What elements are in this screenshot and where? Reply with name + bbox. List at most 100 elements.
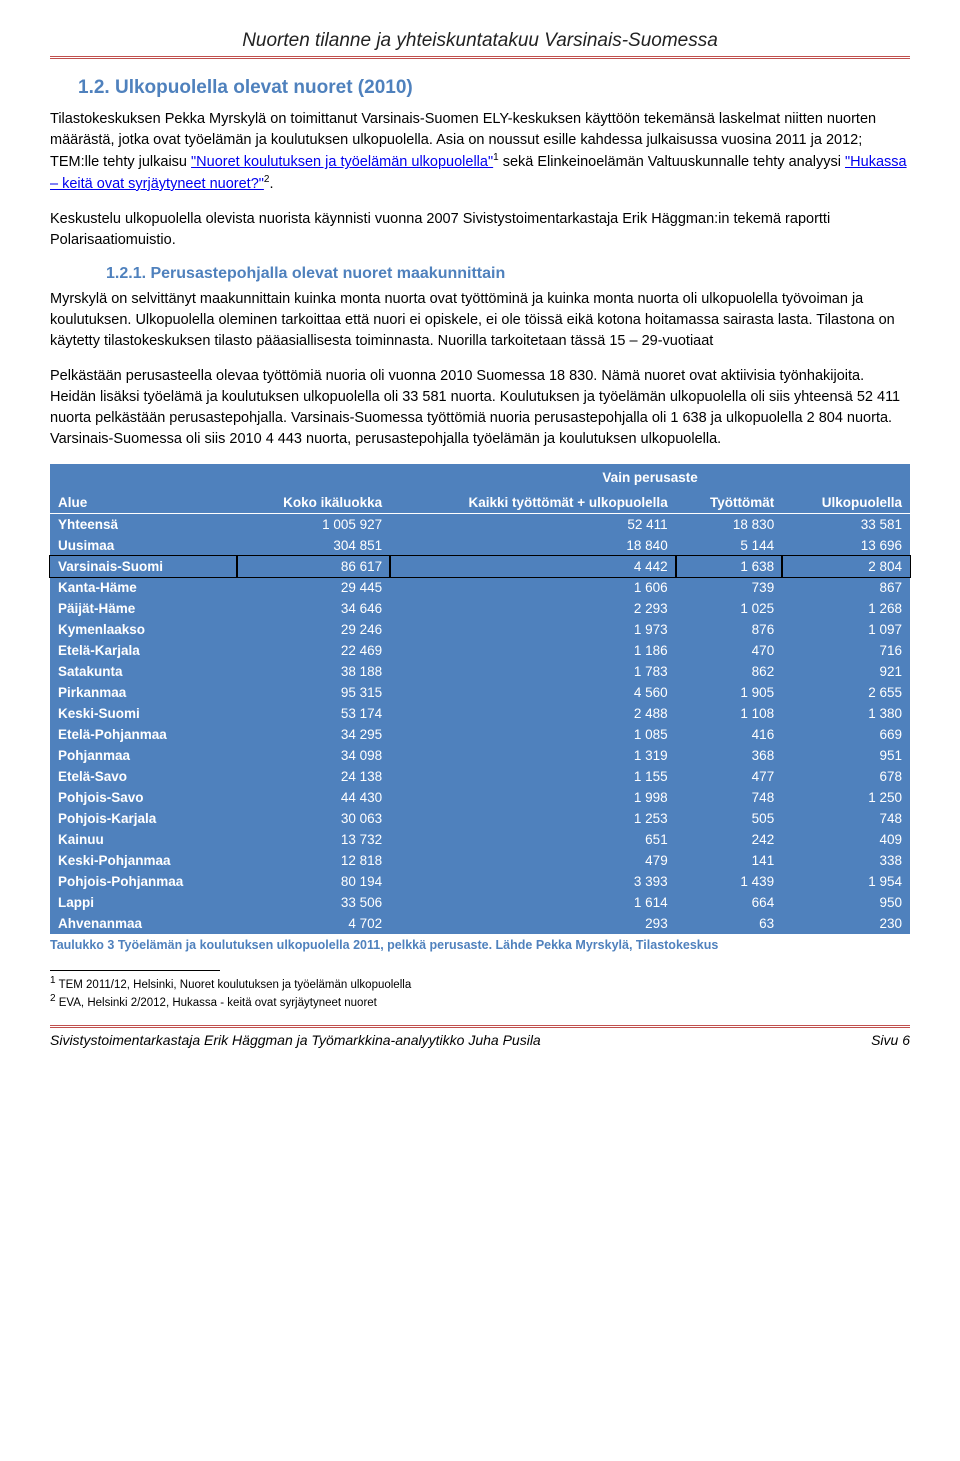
heading-3: 1.2.1. Perusastepohjalla olevat nuoret m…	[106, 265, 910, 283]
table-cell: 29 445	[237, 577, 390, 598]
table-row: Pirkanmaa95 3154 5601 9052 655	[50, 682, 910, 703]
table-caption: Taulukko 3 Työelämän ja koulutuksen ulko…	[50, 938, 910, 952]
table-cell: Päijät-Häme	[50, 598, 237, 619]
table-cell: 3 393	[390, 871, 676, 892]
h3-number: 1.2.1.	[106, 265, 146, 282]
table-cell: Pohjois-Karjala	[50, 808, 237, 829]
table-cell: 242	[676, 829, 783, 850]
table-cell: Varsinais-Suomi	[50, 556, 237, 577]
table-cell: 18 840	[390, 535, 676, 556]
table-cell: Pohjanmaa	[50, 745, 237, 766]
table-cell: 1 614	[390, 892, 676, 913]
table-cell: 338	[782, 850, 910, 871]
footnote-2-text: EVA, Helsinki 2/2012, Hukassa - keitä ov…	[59, 997, 377, 1009]
table-cell: Keski-Suomi	[50, 703, 237, 724]
col-tyottomat: Työttömät	[676, 492, 783, 514]
table-cell: 2 488	[390, 703, 676, 724]
table-row: Kainuu13 732651242409	[50, 829, 910, 850]
table-row: Kymenlaakso29 2461 9738761 097	[50, 619, 910, 640]
table-cell: 2 293	[390, 598, 676, 619]
table-cell: 1 638	[676, 556, 783, 577]
table-cell: Ahvenanmaa	[50, 913, 237, 934]
table-row: Yhteensä1 005 92752 41118 83033 581	[50, 513, 910, 535]
table-column-headers: Alue Koko ikäluokka Kaikki työttömät + u…	[50, 492, 910, 514]
table-cell: 1 954	[782, 871, 910, 892]
table-cell: 1 973	[390, 619, 676, 640]
table-row: Keski-Pohjanmaa12 818479141338	[50, 850, 910, 871]
table-cell: Kymenlaakso	[50, 619, 237, 640]
table-cell: 33 506	[237, 892, 390, 913]
table-cell: Keski-Pohjanmaa	[50, 850, 237, 871]
table-row: Etelä-Savo24 1381 155477678	[50, 766, 910, 787]
table-row: Pohjanmaa34 0981 319368951	[50, 745, 910, 766]
table-row: Kanta-Häme29 4451 606739867	[50, 577, 910, 598]
table-cell: Etelä-Savo	[50, 766, 237, 787]
table-row: Uusimaa304 85118 8405 14413 696	[50, 535, 910, 556]
table-cell: 63	[676, 913, 783, 934]
super-header-label: Vain perusaste	[390, 464, 910, 492]
table-cell: 22 469	[237, 640, 390, 661]
table-cell: 13 732	[237, 829, 390, 850]
table-cell: 716	[782, 640, 910, 661]
table-cell: 470	[676, 640, 783, 661]
table-cell: Yhteensä	[50, 513, 237, 535]
table-row: Päijät-Häme34 6462 2931 0251 268	[50, 598, 910, 619]
table-row: Etelä-Karjala22 4691 186470716	[50, 640, 910, 661]
page-footer: Sivistystoimentarkastaja Erik Häggman ja…	[50, 1025, 910, 1048]
table-cell: 1 108	[676, 703, 783, 724]
table-cell: 678	[782, 766, 910, 787]
table-cell: 1 998	[390, 787, 676, 808]
table-cell: 30 063	[237, 808, 390, 829]
table-cell: 1 439	[676, 871, 783, 892]
table-cell: 651	[390, 829, 676, 850]
paragraph-3: Myrskylä on selvittänyt maakunnittain ku…	[50, 289, 910, 352]
table-cell: 1 783	[390, 661, 676, 682]
table-cell: 867	[782, 577, 910, 598]
table-cell: 921	[782, 661, 910, 682]
table-cell: 230	[782, 913, 910, 934]
table-cell: 1 097	[782, 619, 910, 640]
table-cell: 1 606	[390, 577, 676, 598]
footer-right: Sivu 6	[871, 1032, 910, 1048]
table-cell: 1 319	[390, 745, 676, 766]
table-cell: 951	[782, 745, 910, 766]
col-koko: Koko ikäluokka	[237, 492, 390, 514]
table-cell: 24 138	[237, 766, 390, 787]
table-cell: 1 268	[782, 598, 910, 619]
footnote-1: 1 TEM 2011/12, Helsinki, Nuoret koulutuk…	[50, 975, 910, 991]
p1-b: sekä Elinkeinoelämän Valtuuskunnalle teh…	[499, 154, 845, 170]
table-cell: 1 905	[676, 682, 783, 703]
table-cell: 4 442	[390, 556, 676, 577]
table-row: Lappi33 5061 614664950	[50, 892, 910, 913]
col-ulkopuolella: Ulkopuolella	[782, 492, 910, 514]
table-cell: Pohjois-Savo	[50, 787, 237, 808]
table-cell: 5 144	[676, 535, 783, 556]
table-cell: 34 295	[237, 724, 390, 745]
table-cell: 29 246	[237, 619, 390, 640]
footnote-separator	[50, 970, 220, 971]
table-row: Pohjois-Savo44 4301 9987481 250	[50, 787, 910, 808]
table-cell: 86 617	[237, 556, 390, 577]
table-cell: 748	[782, 808, 910, 829]
link-julkaisu-1[interactable]: "Nuoret koulutuksen ja työelämän ulkopuo…	[191, 154, 493, 170]
table-cell: 669	[782, 724, 910, 745]
table-cell: 13 696	[782, 535, 910, 556]
table-cell: 748	[676, 787, 783, 808]
table-cell: Kanta-Häme	[50, 577, 237, 598]
table-cell: 53 174	[237, 703, 390, 724]
table-super-header: Vain perusaste	[50, 464, 910, 492]
document-header: Nuorten tilanne ja yhteiskuntatakuu Vars…	[50, 30, 910, 59]
paragraph-4: Pelkästään perusasteella olevaa työttömi…	[50, 366, 910, 450]
h3-title: Perusastepohjalla olevat nuoret maakunni…	[150, 265, 505, 282]
table-cell: 1 380	[782, 703, 910, 724]
table-cell: Pohjois-Pohjanmaa	[50, 871, 237, 892]
table-row: Pohjois-Pohjanmaa80 1943 3931 4391 954	[50, 871, 910, 892]
table-cell: 33 581	[782, 513, 910, 535]
table-cell: 293	[390, 913, 676, 934]
table-cell: 876	[676, 619, 783, 640]
table-cell: 505	[676, 808, 783, 829]
footnote-2: 2 EVA, Helsinki 2/2012, Hukassa - keitä …	[50, 993, 910, 1009]
table-cell: 1 005 927	[237, 513, 390, 535]
col-alue: Alue	[50, 492, 237, 514]
table-cell: 1 250	[782, 787, 910, 808]
